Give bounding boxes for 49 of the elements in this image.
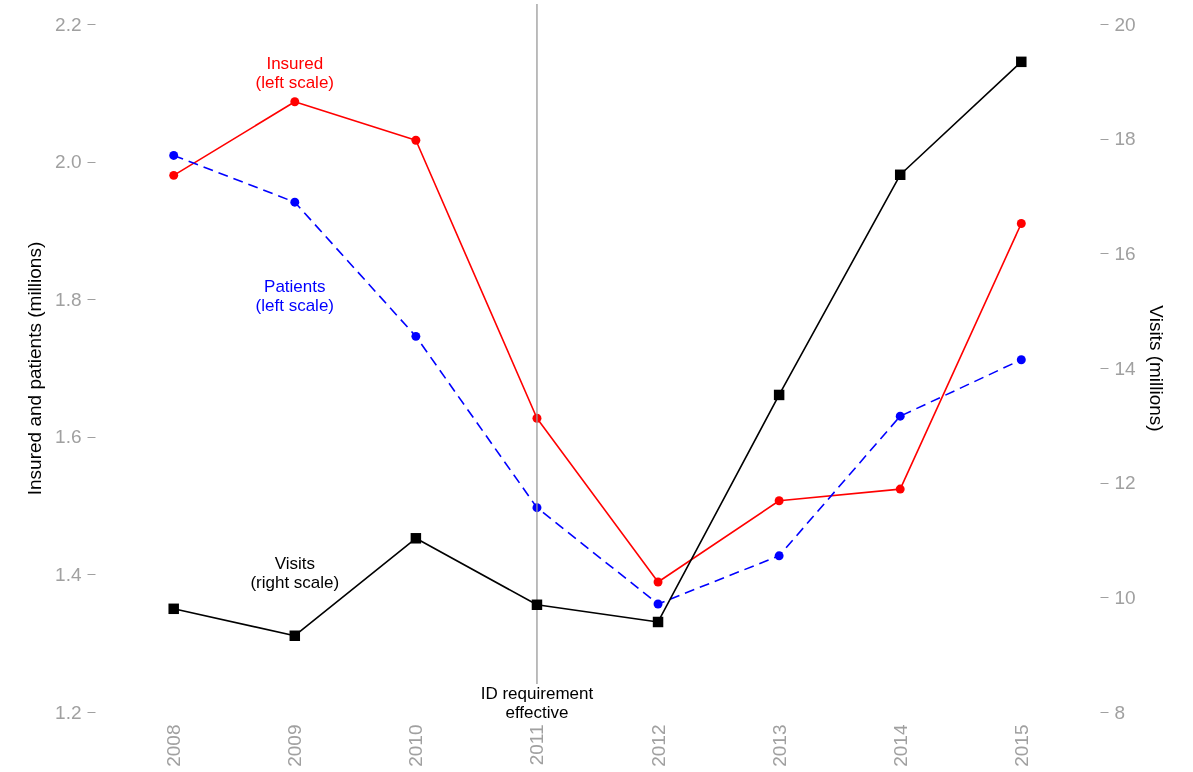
point: [289, 630, 301, 641]
y2-axis-title: Visits (millions): [1145, 305, 1167, 432]
point: [652, 616, 664, 628]
y-tick-label: 1.8: [55, 288, 82, 310]
y2-tick-label: 20: [1114, 13, 1136, 35]
point: [169, 170, 179, 180]
series-label: Patients (left scale): [255, 277, 334, 316]
point: [773, 389, 785, 401]
point: [290, 197, 300, 207]
point: [653, 599, 663, 609]
y2-tick-label: 8: [1114, 701, 1126, 723]
y-tick-label: 2.2: [55, 13, 82, 35]
ref-line-label: ID requirement effective: [480, 684, 594, 722]
point: [290, 97, 300, 107]
y-tick-label: 1.6: [55, 426, 82, 448]
point: [1016, 56, 1027, 68]
point: [411, 331, 421, 341]
point: [411, 135, 421, 145]
x-tick-label: 2009: [284, 724, 306, 767]
point: [531, 599, 543, 611]
point: [410, 533, 422, 544]
point: [1016, 219, 1026, 228]
x-tick-label: 2012: [647, 724, 669, 767]
x-tick-label: 2008: [163, 724, 185, 767]
point: [895, 411, 905, 421]
y-axis-title: Insured and patients (millions): [24, 241, 46, 496]
series-label: Visits (right scale): [250, 553, 340, 592]
point: [894, 169, 906, 181]
x-tick-label: 2010: [405, 724, 427, 767]
point: [1016, 355, 1026, 365]
y2-tick-label: 18: [1114, 128, 1136, 150]
x-tick-label: 2011: [526, 724, 548, 766]
point: [168, 603, 179, 615]
point: [774, 551, 784, 561]
y2-tick-label: 10: [1114, 586, 1136, 608]
x-tick-label: 2014: [889, 724, 911, 767]
y2-tick-label: 12: [1114, 472, 1136, 494]
y-tick-label: 1.2: [55, 701, 82, 723]
series-label: Insured (left scale): [255, 53, 334, 92]
point: [774, 496, 784, 506]
y-tick-label: 2.0: [55, 151, 82, 173]
point: [653, 577, 663, 587]
point: [169, 150, 179, 160]
x-tick-label: 2013: [768, 724, 790, 767]
y-tick-label: 1.4: [55, 563, 82, 585]
x-tick-label: 2015: [1010, 724, 1032, 767]
point: [895, 484, 905, 494]
y2-tick-label: 16: [1114, 242, 1136, 264]
y2-tick-label: 14: [1114, 357, 1137, 379]
